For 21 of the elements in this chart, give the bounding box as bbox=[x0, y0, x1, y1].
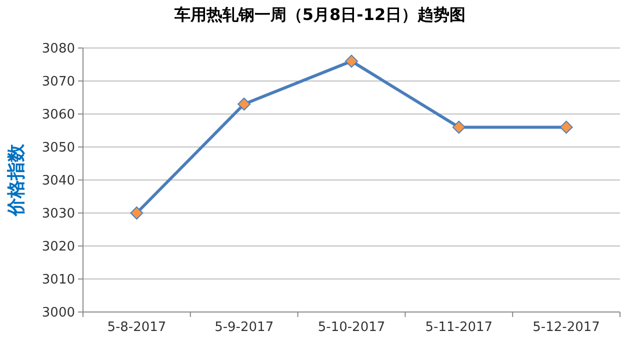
x-tick-label: 5-9-2017 bbox=[214, 320, 274, 335]
point bbox=[130, 206, 144, 220]
point bbox=[560, 120, 573, 134]
point bbox=[452, 120, 466, 134]
point bbox=[345, 54, 358, 68]
y-tick-label: 3000 bbox=[42, 306, 75, 321]
x-tick-label: 5-8-2017 bbox=[107, 320, 166, 335]
y-tick-label: 3080 bbox=[42, 42, 75, 57]
y-tick-label: 3040 bbox=[42, 174, 75, 189]
y-axis-title: 价格指数 bbox=[6, 143, 27, 217]
x-tick-label: 5-10-2017 bbox=[318, 320, 386, 335]
y-tick-label: 3030 bbox=[42, 206, 75, 222]
y-tick-label: 3050 bbox=[42, 140, 75, 156]
x-tick-label: 5-12-2017 bbox=[532, 320, 600, 335]
y-tick-label: 3070 bbox=[42, 74, 75, 90]
x-tick-label: 5-11-2017 bbox=[425, 320, 493, 335]
y-tick-label: 3010 bbox=[42, 272, 75, 288]
chart-title: 车用热轧钢一周（5月8日-12日）趋势图 bbox=[173, 5, 466, 24]
point bbox=[238, 98, 251, 111]
y-tick-label: 3020 bbox=[42, 240, 75, 255]
y-tick-label: 3060 bbox=[42, 108, 75, 123]
